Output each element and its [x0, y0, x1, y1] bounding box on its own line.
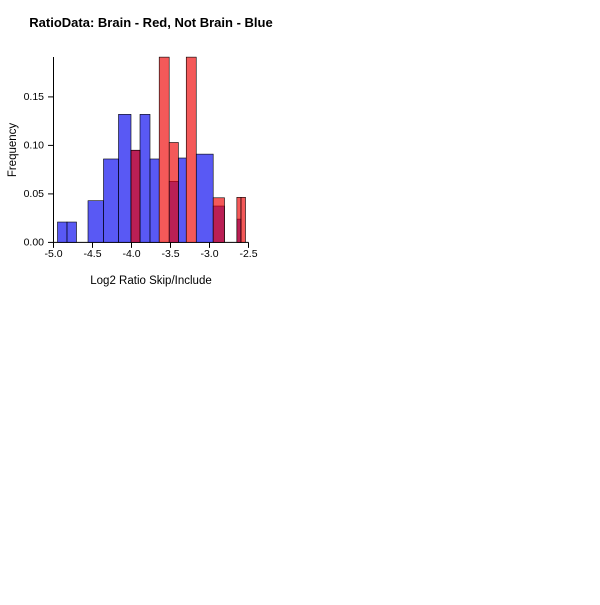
svg-text:Log2 Ratio Skip/Include: Log2 Ratio Skip/Include: [90, 275, 211, 287]
svg-text:-5.0: -5.0: [44, 248, 62, 260]
svg-text:Frequency: Frequency: [7, 123, 19, 178]
svg-text:0.10: 0.10: [24, 139, 45, 151]
svg-text:-3.0: -3.0: [200, 248, 218, 260]
svg-text:0.15: 0.15: [24, 91, 45, 103]
svg-text:-4.5: -4.5: [83, 248, 101, 260]
svg-text:0.05: 0.05: [24, 188, 45, 200]
svg-text:0.00: 0.00: [24, 236, 45, 248]
svg-text:-2.5: -2.5: [239, 248, 257, 260]
svg-text:RatioData: Brain - Red, Not Br: RatioData: Brain - Red, Not Brain - Blue: [29, 15, 272, 30]
svg-text:-3.5: -3.5: [161, 248, 179, 260]
svg-text:-4.0: -4.0: [122, 248, 140, 260]
